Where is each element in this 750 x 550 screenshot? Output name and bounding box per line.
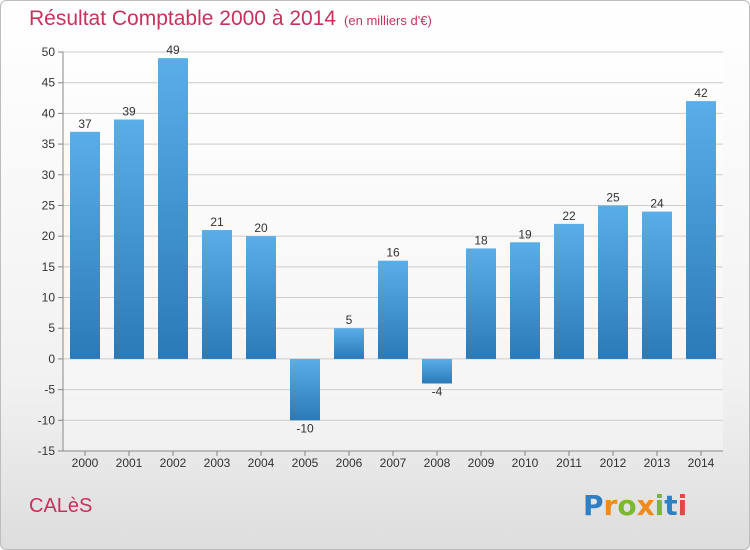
y-tick-label: -5 [44, 383, 55, 397]
x-tick-label: 2010 [512, 456, 539, 470]
y-tick-label: 30 [42, 168, 56, 182]
x-tick-label: 2011 [556, 456, 582, 470]
y-tick-label: 0 [48, 352, 55, 366]
data-label: 16 [386, 246, 400, 260]
data-label: 20 [254, 221, 268, 235]
logo-letter: P [583, 489, 604, 522]
data-label: 22 [562, 209, 576, 223]
data-label: 5 [346, 313, 353, 327]
commune-name: CALèS [29, 495, 93, 517]
logo-letter: t [664, 489, 678, 522]
y-tick-label: 35 [42, 137, 56, 151]
x-tick-label: 2012 [600, 456, 627, 470]
logo-letter: o [617, 489, 637, 522]
bar-2003 [202, 230, 232, 359]
x-tick-label: 2001 [116, 456, 143, 470]
data-label: 18 [474, 233, 488, 247]
x-tick-label: 2004 [248, 456, 275, 470]
logo-letter: i [654, 489, 665, 522]
x-tick-label: 2003 [204, 456, 231, 470]
data-label: 37 [78, 117, 92, 131]
y-tick-label: 25 [42, 198, 56, 212]
y-tick-label: 20 [42, 229, 56, 243]
data-label: 19 [518, 227, 532, 241]
data-label: 21 [210, 215, 224, 229]
logo-letter: i [677, 489, 688, 522]
bar-2011 [554, 223, 584, 359]
chart-title: Résultat Comptable 2000 à 2014 (en millie… [29, 7, 432, 31]
x-tick-label: 2005 [292, 456, 319, 470]
y-tick-label: -15 [38, 444, 56, 458]
bar-2008 [422, 358, 452, 384]
logo-letter: x [636, 489, 655, 522]
bar-2006 [334, 328, 364, 359]
bar-2013 [642, 211, 672, 359]
bar-2000 [70, 131, 100, 359]
data-label: 25 [606, 190, 620, 204]
data-label: -10 [296, 421, 314, 435]
y-tick-label: 10 [42, 291, 56, 305]
bar-2002 [158, 58, 188, 359]
data-label: 42 [694, 86, 708, 100]
data-label: 49 [166, 43, 180, 57]
y-tick-label: 50 [42, 45, 56, 59]
bar-2014 [686, 101, 716, 359]
x-tick-label: 2014 [688, 456, 715, 470]
y-tick-label: 45 [42, 76, 56, 90]
x-tick-label: 2013 [644, 456, 671, 470]
bar-2009 [466, 248, 496, 359]
x-tick-label: 2006 [336, 456, 363, 470]
y-tick-label: -10 [38, 413, 56, 427]
data-label: -4 [432, 384, 443, 398]
data-label: 39 [122, 105, 136, 119]
y-tick-label: 15 [42, 260, 56, 274]
x-tick-label: 2009 [468, 456, 495, 470]
x-tick-label: 2002 [160, 456, 187, 470]
proxiti-logo: Proxiti [583, 489, 687, 522]
x-tick-label: 2008 [424, 456, 451, 470]
bar-2010 [510, 242, 540, 359]
x-tick-label: 2007 [380, 456, 407, 470]
title-main: Résultat Comptable 2000 à 2014 [29, 7, 337, 30]
bar-2004 [246, 236, 276, 359]
title-unit: (en milliers d'€) [344, 13, 432, 28]
bar-2001 [114, 119, 144, 359]
bar-2005 [290, 358, 320, 421]
bar-2012 [598, 205, 628, 359]
data-label: 24 [650, 197, 664, 211]
x-tick-label: 2000 [72, 456, 99, 470]
y-tick-label: 40 [42, 106, 56, 120]
logo-letter: r [603, 489, 618, 522]
y-tick-label: 5 [48, 321, 55, 335]
bar-2007 [378, 260, 408, 359]
